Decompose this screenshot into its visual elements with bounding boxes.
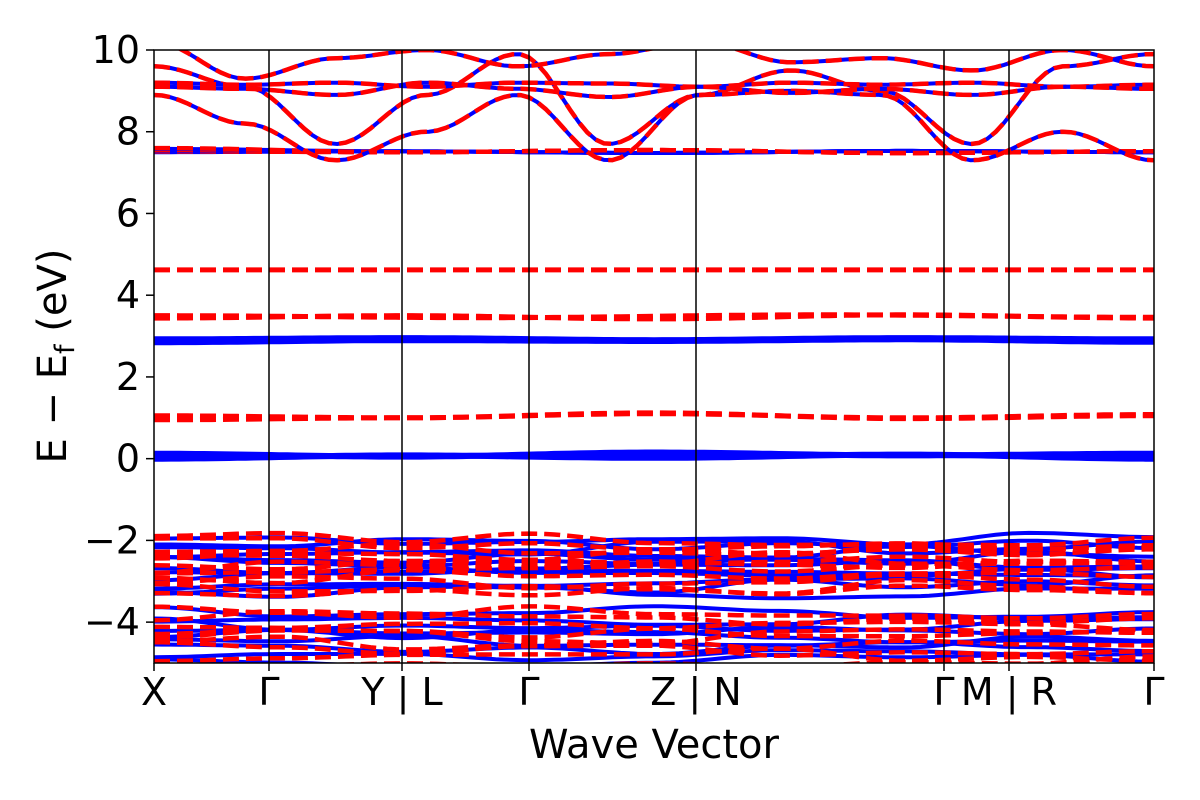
- spin-down-band: [154, 88, 1154, 163]
- y-axis-ticks: −4 −2 0 2 4 6 8 10: [84, 28, 154, 644]
- spin-down-band: [154, 640, 1154, 658]
- spin-down-band: [154, 572, 1154, 591]
- x-tick-label: M | R: [961, 670, 1057, 715]
- y-tick-label: 8: [116, 110, 140, 154]
- x-tick-label: X: [141, 670, 167, 714]
- spin-down-band: [154, 627, 1154, 646]
- spin-down-band: [154, 145, 1154, 156]
- spin-down-band: [154, 646, 1154, 663]
- x-tick-label: Y | L: [360, 670, 442, 715]
- y-axis-label: E − Ef (eV): [30, 249, 81, 464]
- high-symmetry-lines: [268, 50, 1010, 663]
- y-axis-label-sub: f: [50, 343, 81, 354]
- spin-down-band: [154, 558, 1154, 576]
- y-tick-label: 2: [116, 355, 140, 399]
- spin-down-band: [154, 544, 1154, 563]
- band-lines: [154, 50, 1154, 663]
- spin-down-band: [154, 312, 1154, 321]
- x-tick-label: Z | N: [650, 670, 741, 715]
- spin-up-band: [154, 451, 1154, 462]
- plot-frame: [153, 49, 1155, 664]
- spin-up-band: [154, 537, 1154, 552]
- y-tick-label: 6: [116, 191, 140, 235]
- spin-down-band: [154, 562, 1154, 576]
- y-tick-label: 10: [92, 28, 140, 72]
- spin-down-band: [154, 536, 1154, 552]
- spin-down-band: [154, 51, 1154, 147]
- x-tick-label: Γ: [258, 670, 279, 714]
- y-axis-label-main: E − E: [30, 354, 76, 464]
- y-tick-label: 0: [116, 437, 140, 481]
- spin-down-band: [154, 80, 1154, 90]
- spin-down-band: [177, 50, 1154, 81]
- x-tick-label: Γ: [518, 670, 539, 714]
- spin-down-band: [154, 410, 1154, 423]
- y-tick-label: −4: [84, 600, 140, 644]
- spin-down-band: [154, 619, 1154, 633]
- y-tick-label: −2: [84, 518, 140, 562]
- y-axis-label-unit: (eV): [30, 249, 76, 332]
- spin-up-band: [154, 336, 1154, 346]
- x-tick-label: Γ: [1143, 670, 1164, 714]
- spin-down-band: [154, 634, 1154, 652]
- spin-down-band: [154, 577, 1154, 596]
- y-tick-label: 4: [116, 273, 140, 317]
- spin-down-band: [154, 530, 1154, 548]
- spin-down-band: [154, 583, 1154, 599]
- spin-down-band: [154, 567, 1154, 586]
- spin-down-band: [154, 80, 1154, 100]
- x-axis-label: Wave Vector: [529, 722, 780, 768]
- x-tick-label: Γ: [933, 670, 954, 714]
